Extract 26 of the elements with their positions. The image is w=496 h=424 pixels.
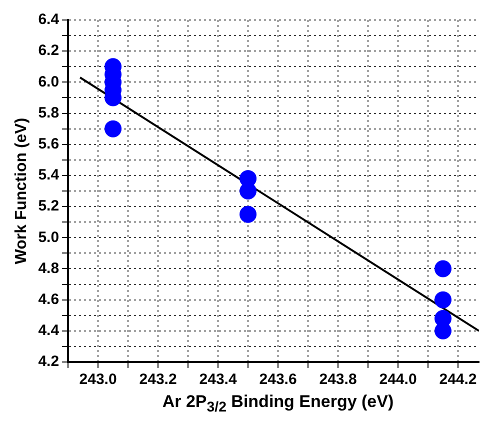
y-tick-label: 4.6 xyxy=(38,290,60,308)
y-tick-label: 6.0 xyxy=(38,73,60,90)
y-tick-label: 5.6 xyxy=(38,136,60,153)
y-tick-label: 6.4 xyxy=(38,11,60,28)
y-tick-label: 5.2 xyxy=(38,198,60,215)
x-tick-label: 243.0 xyxy=(79,371,117,388)
point xyxy=(104,120,122,138)
x-tick-label: 244.0 xyxy=(379,371,417,388)
x-tick-label: 243.2 xyxy=(139,371,177,388)
x-tick-label: 244.2 xyxy=(439,371,477,388)
y-tick-label: 5.0 xyxy=(38,228,60,246)
point xyxy=(434,291,452,308)
y-tick-label: 4.8 xyxy=(38,260,60,277)
point xyxy=(434,260,452,278)
y-tick-label: 5.8 xyxy=(38,104,60,122)
point xyxy=(240,206,257,223)
x-axis-title: Ar 2P$_{3/2}$ Binding Energy (eV) xyxy=(161,392,395,416)
x-tick-label: 243.6 xyxy=(259,371,297,388)
x-tick-label: 243.8 xyxy=(319,371,357,388)
y-tick-label: 5.4 xyxy=(38,166,60,184)
y-tick-label: 4.4 xyxy=(38,322,60,340)
y-tick-label: 6.2 xyxy=(38,42,60,60)
y-axis-title: Work Function (eV) xyxy=(13,118,30,264)
point xyxy=(240,182,257,200)
x-tick-label: 243.4 xyxy=(199,371,238,388)
y-tick-label: 4.2 xyxy=(38,353,60,370)
